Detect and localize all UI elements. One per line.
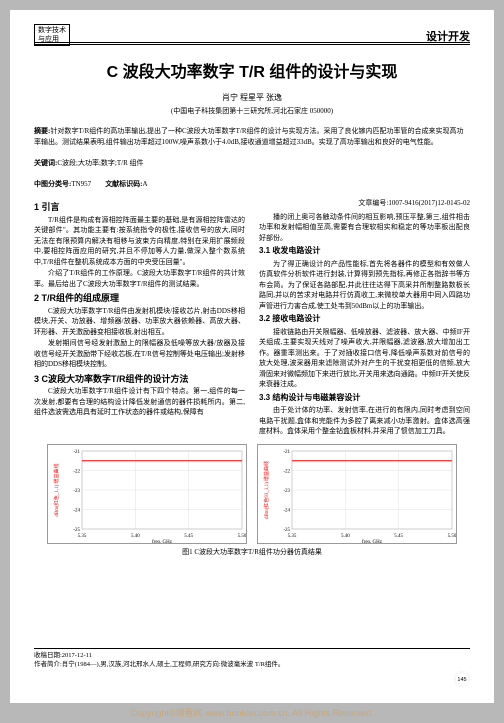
chart-right: -25 -24 -23 -22 -21 5.35 5.40 5.45 5.50 freq, GHz… [257, 444, 457, 544]
svg-text:dBm(红色_1,1) 增益曲线: dBm(红色_1,1) 增益曲线 [53, 463, 60, 516]
p-2-2: 发射期间信号经发射激励上的限幅器及低噪等放大器/放器及接收信号经开关激励带下经收… [34, 338, 245, 370]
affiliation: (中国电子科技集团第十三研究所,河北石家庄 050000) [34, 106, 470, 116]
svg-text:dBm(红色93_1,1) 增益曲线: dBm(红色93_1,1) 增益曲线 [263, 460, 270, 518]
article-no: 文章编号:1007-9416(2017)12-0145-02 [259, 198, 470, 209]
figure-caption: 图1 C波段大功率数字T/R组件功分器仿真结果 [34, 547, 470, 557]
svg-text:-24: -24 [73, 508, 80, 513]
footer-line-2: 作者简介:肖宁(1984—),男,汉族,河北邢水人,硕士,工程师,研究方向:微波… [34, 660, 470, 669]
keywords-text: C波段;大功率;数字;T/R 组件 [57, 159, 143, 167]
p-1-1: T/R组件是构成有源相控阵面最主要的基础,是有源相控阵雷达的关键部件"。其功能主… [34, 215, 245, 268]
svg-text:5.50: 5.50 [238, 534, 247, 539]
svg-text:5.50: 5.50 [448, 534, 457, 539]
keywords-label: 关键词: [34, 159, 57, 167]
svg-text:5.45: 5.45 [394, 534, 403, 539]
sec-3: 3 C波段大功率数字T/R组件的设计方法 [34, 374, 245, 385]
svg-text:-23: -23 [73, 489, 80, 494]
p-2-1: C波段大功率数字T/R组件由发射机模块/接收芯片,射击DDS移相模块,开关、功放… [34, 306, 245, 338]
keywords-block: 关键词:C波段;大功率;数字;T/R 组件 [34, 158, 470, 169]
p-r-3: 由于处计体的功率、发射信率,在进行的有限内,同时考虑到空间电路干扰题,盒体和完能… [259, 405, 470, 437]
p-3-1: C波段大功率数字T/R组件设计有下四个特点。第一,组件的每一次发射,都要有合理的… [34, 386, 245, 418]
header-rule-2 [34, 44, 470, 45]
right-column: 文章编号:1007-9416(2017)12-0145-02 播的闭上奥可各触动… [259, 198, 470, 438]
svg-text:-25: -25 [73, 528, 80, 533]
abstract-block: 摘要:针对数字T/R组件的高功率输出,提出了一种C波段大功率数字T/R组件的设计… [34, 126, 470, 148]
copyright-pre: Copyright©博看网 [130, 708, 205, 718]
page-number-badge: 145 [452, 669, 472, 689]
sec-3-1: 3.1 收发电路设计 [259, 246, 470, 257]
svg-text:-22: -22 [283, 469, 290, 474]
svg-text:-21: -21 [283, 450, 290, 455]
svg-text:5.40: 5.40 [131, 534, 140, 539]
header-rule [34, 42, 470, 43]
sec-2: 2 T/R组件的组成原理 [34, 293, 245, 304]
sec-1: 1 引言 [34, 202, 245, 213]
svg-text:-23: -23 [283, 489, 290, 494]
figure-1: -25 -24 -23 -22 -21 5.35 5.40 5.45 5.50 freq, GHz… [34, 444, 470, 544]
svg-text:-24: -24 [283, 508, 290, 513]
authors: 肖宁 程星平 张逸 [34, 92, 470, 103]
sec-3-2: 3.2 接收电路设计 [259, 314, 470, 325]
p-1-2: 介绍了T/R组件的工作原理。C波段大功率数字T/R组件的共计效率。最后给出了C波… [34, 268, 245, 289]
svg-text:5.35: 5.35 [78, 534, 87, 539]
abstract-text: 针对数字T/R组件的高功率输出,提出了一种C波段大功率数字T/R组件的设计与实现… [34, 127, 464, 146]
chart-left: -25 -24 -23 -22 -21 5.35 5.40 5.45 5.50 freq, GHz… [47, 444, 247, 544]
svg-text:5.35: 5.35 [288, 534, 297, 539]
sec-3-3: 3.3 结构设计与电磁兼容设计 [259, 393, 470, 404]
footer-line-1: 收稿日期:2017-12-11 [34, 651, 470, 660]
clc-left: 中图分类号:TN957 文献标识码:A [34, 179, 148, 190]
page-number: 145 [457, 677, 466, 683]
svg-text:-25: -25 [283, 528, 290, 533]
header-left-1: 数字技术 [38, 26, 66, 35]
footer-rule [34, 648, 470, 649]
left-column: 1 引言 T/R组件是构成有源相控阵面最主要的基础,是有源相控阵雷达的关键部件"… [34, 198, 245, 438]
svg-text:-21: -21 [73, 450, 80, 455]
svg-text:5.45: 5.45 [184, 534, 193, 539]
abstract-label: 摘要: [34, 127, 50, 135]
copyright-link[interactable]: www.bookan.com.cn [205, 708, 288, 718]
class-block: 中图分类号:TN957 文献标识码:A [34, 179, 470, 190]
p-r-0: 播的闭上奥可各触动条件间的相互影响,预压平整,第三,组件相击功率和发射幅相值至高… [259, 212, 470, 244]
p-r-1: 为了得正确设计的产品性能标,首先将各器件的模型和有效做人仿真软件分析软件进行封装… [259, 259, 470, 312]
svg-text:freq, GHz: freq, GHz [152, 540, 173, 544]
p-r-2: 接收链路由开关限幅器、低噪放器、滤波器、放大器、中频IF开关组成,主要实现天线对… [259, 327, 470, 390]
svg-text:5.40: 5.40 [341, 534, 350, 539]
footer-text: 收稿日期:2017-12-11 作者简介:肖宁(1984—),男,汉族,河北邢水… [34, 651, 470, 669]
paper-title: C 波段大功率数字 T/R 组件的设计与实现 [34, 58, 470, 82]
svg-text:-22: -22 [73, 469, 80, 474]
svg-text:freq, GHz: freq, GHz [362, 540, 383, 544]
copyright-post: . All Rights Reserved. [288, 708, 374, 718]
